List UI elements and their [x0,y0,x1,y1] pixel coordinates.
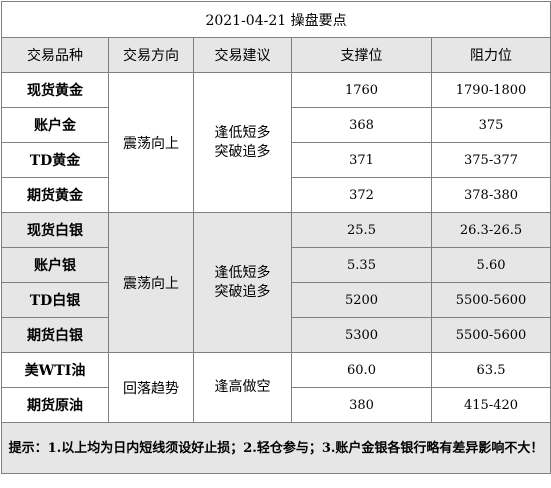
resistance-value: 5500-5600 [430,317,551,353]
resistance-value: 375-377 [430,142,551,178]
instrument-name: 现货白银 [1,212,109,248]
direction-cell: 震荡向上 [108,212,194,353]
footer-note: 提示：1.以上均为日内短线须设好止损；2.轻仓参与；3.账户金银各银行略有差异影… [0,422,551,474]
table-row: 期货黄金 372 378-380 [1,177,551,213]
instrument-name: 账户金 [1,107,109,143]
table-row: 现货黄金 震荡向上 逢低短多 突破追多 1760 1790-1800 [1,72,551,213]
support-value: 368 [291,107,432,143]
advice-cell: 逢低短多 突破追多 [193,212,292,353]
instrument-name: 账户银 [1,247,109,283]
advice-cell: 逢低短多 突破追多 [193,72,292,213]
table-row: 美WTI油 回落趋势 逢高做空 60.0 63.5 [1,352,551,423]
table-row: TD黄金 371 375-377 [1,142,551,178]
advice-cell: 逢高做空 [193,352,292,423]
instrument-name: 期货黄金 [1,177,109,213]
direction-cell: 回落趋势 [108,352,194,423]
support-value: 372 [291,177,432,213]
instrument-name: TD白银 [1,282,109,318]
support-value: 60.0 [291,352,432,388]
direction-cell: 震荡向上 [108,72,194,213]
resistance-value: 415-420 [430,387,551,423]
sheet-title: 2021-04-21 操盘要点 [0,1,551,38]
resistance-value: 1790-1800 [430,72,551,108]
table-row: 账户银 5.35 5.60 [1,247,551,283]
header-support: 支撑位 [291,37,432,73]
instrument-name: 现货黄金 [1,72,109,108]
support-value: 5300 [291,317,432,353]
instrument-name: TD黄金 [1,142,109,178]
trading-table: 2021-04-21 操盘要点 交易品种 交易方向 交易建议 支撑位 阻力位 现… [0,1,551,474]
header-resistance: 阻力位 [430,37,551,73]
advice-line: 逢低短多 [214,124,271,141]
table-row: 期货原油 380 415-420 [1,387,551,423]
header-advice: 交易建议 [193,37,292,73]
support-value: 5200 [291,282,432,318]
advice-line: 突破追多 [214,143,271,160]
instrument-name: 期货原油 [1,387,109,423]
resistance-value: 26.3-26.5 [430,212,551,248]
support-value: 1760 [291,72,432,108]
table-row: TD白银 5200 5500-5600 [1,282,551,318]
support-value: 25.5 [291,212,432,248]
header-direction: 交易方向 [108,37,194,73]
table-row: 现货白银 震荡向上 逢低短多 突破追多 25.5 26.3-26.5 [1,212,551,353]
resistance-value: 63.5 [430,352,551,388]
advice-line: 逢高做空 [214,379,271,395]
support-value: 5.35 [291,247,432,283]
resistance-value: 5.60 [430,247,551,283]
resistance-value: 5500-5600 [430,282,551,318]
instrument-name: 期货白银 [1,317,109,353]
instrument-name: 美WTI油 [1,352,109,388]
table-row: 账户金 368 375 [1,107,551,143]
advice-line: 逢低短多 [214,264,271,281]
support-value: 380 [291,387,432,423]
advice-line: 突破追多 [214,283,271,300]
resistance-value: 375 [430,107,551,143]
resistance-value: 378-380 [430,177,551,213]
header-instrument: 交易品种 [1,37,109,73]
support-value: 371 [291,142,432,178]
